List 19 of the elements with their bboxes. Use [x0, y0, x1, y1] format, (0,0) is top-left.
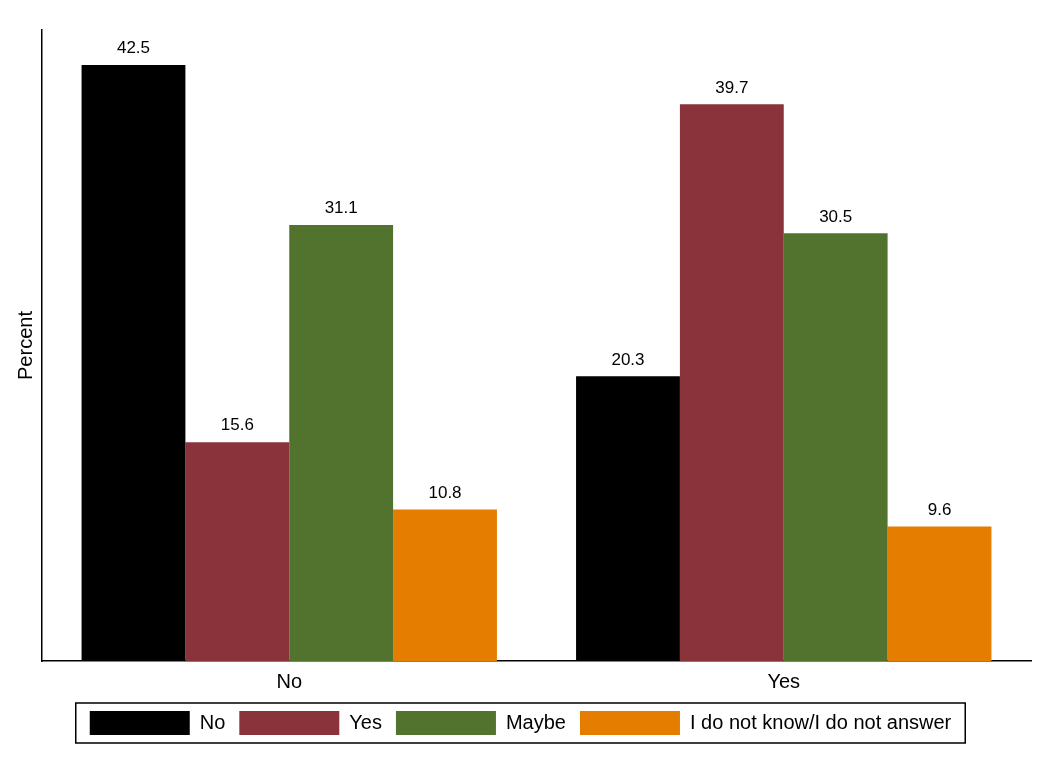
legend-label: Yes — [349, 710, 382, 733]
bar — [393, 509, 497, 661]
data-label: 15.6 — [220, 415, 254, 435]
data-label: 39.7 — [715, 77, 749, 97]
bar — [185, 442, 290, 661]
y-axis-title: Percent — [13, 310, 36, 380]
data-label: 9.6 — [927, 499, 952, 519]
bar — [289, 224, 394, 661]
bar — [887, 526, 992, 661]
legend-label: I do not know/I do not answer — [689, 710, 952, 733]
bar — [783, 233, 888, 661]
data-label: 31.1 — [324, 198, 358, 218]
legend-label: Maybe — [505, 710, 566, 733]
data-label: 10.8 — [428, 482, 462, 502]
data-label: 42.5 — [116, 38, 151, 58]
legend-label: No — [199, 710, 226, 733]
data-label: 20.3 — [611, 349, 645, 369]
bar — [679, 104, 784, 661]
data-label: 30.5 — [819, 206, 853, 226]
